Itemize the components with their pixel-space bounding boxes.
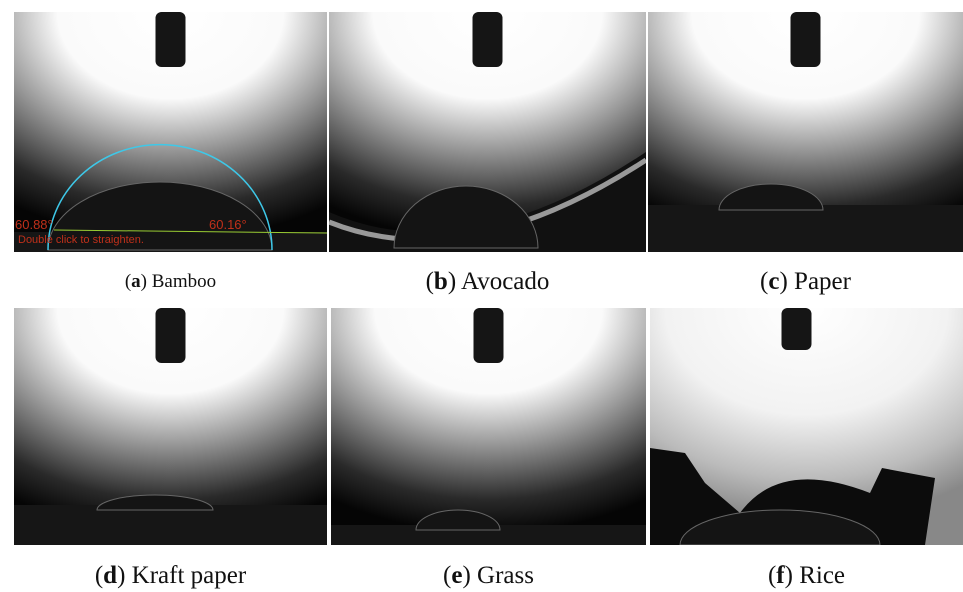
overlay-text: 60.88°: [15, 217, 53, 232]
caption-part: ) Rice: [785, 562, 845, 589]
caption: (f) Rice: [768, 562, 845, 589]
caption-part: ) Paper: [779, 268, 851, 295]
image-panel: [329, 12, 646, 252]
figure: 60.88° 60.16° Double click to straighten. (…: [0, 0, 963, 592]
caption-letter: d: [103, 562, 117, 589]
image-panel: [648, 12, 963, 252]
caption: (c) Paper: [760, 268, 852, 295]
overlay-text: Double click to straighten.: [18, 234, 144, 246]
caption-part: (: [426, 268, 434, 295]
caption-letter: a: [131, 271, 141, 292]
caption-letter: b: [434, 268, 448, 295]
caption-letter: c: [768, 268, 779, 295]
caption-part: ) Kraft paper: [117, 562, 247, 589]
needle: [156, 12, 186, 67]
image-panel: 60.88° 60.16° Double click to straighten.: [14, 12, 327, 252]
caption-part: ) Avocado: [448, 268, 550, 295]
needle: [473, 12, 503, 67]
caption-part: ) Grass: [462, 562, 534, 589]
needle: [474, 308, 504, 363]
caption-part: (: [95, 562, 103, 589]
overlay-text: 60.16°: [209, 217, 247, 232]
image-panel: [14, 308, 327, 545]
caption-part: (: [443, 562, 451, 589]
caption-part: ) Bamboo: [141, 271, 216, 292]
needle: [156, 308, 186, 363]
page: 60.88° 60.16° Double click to straighten. (…: [0, 0, 963, 592]
caption-part: (: [768, 562, 776, 589]
caption-letter: e: [451, 562, 462, 589]
caption: (b) Avocado: [426, 268, 550, 295]
substrate: [14, 505, 327, 545]
image-panel: [650, 308, 963, 545]
image-panel: [331, 308, 646, 545]
needle: [791, 12, 821, 67]
caption: (d) Kraft paper: [95, 562, 247, 589]
substrate: [648, 205, 963, 252]
caption-part: (: [760, 268, 768, 295]
needle: [782, 308, 812, 350]
caption: (a) Bamboo: [125, 271, 216, 292]
caption: (e) Grass: [443, 562, 534, 589]
